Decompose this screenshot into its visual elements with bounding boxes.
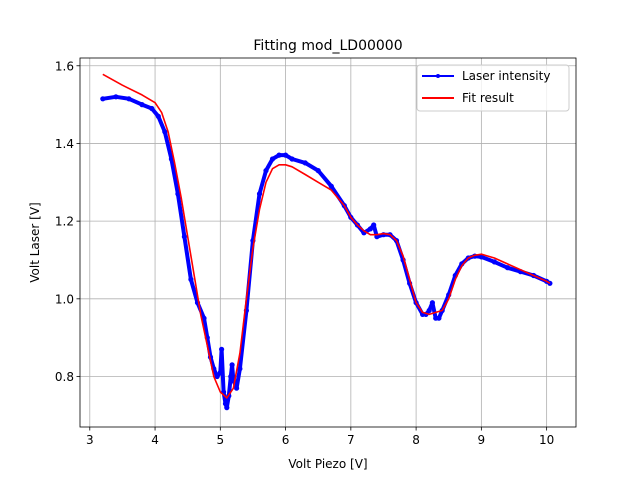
legend-box — [416, 64, 570, 112]
x-tick-label: 4 — [151, 433, 159, 447]
data-point-laser-intensity — [162, 129, 168, 135]
data-point-laser-intensity — [175, 191, 181, 197]
series-layer — [100, 73, 553, 411]
data-point-laser-intensity — [237, 366, 243, 372]
data-point-laser-intensity — [256, 191, 263, 197]
data-point-laser-intensity — [155, 113, 161, 119]
data-point-laser-intensity — [371, 222, 377, 228]
chart-title: Fitting mod_LD00000 — [253, 38, 402, 54]
data-point-laser-intensity — [217, 370, 223, 376]
series-line-fit-result — [102, 73, 551, 399]
data-point-laser-intensity — [126, 96, 132, 102]
y-axis-label: Volt Laser [V] — [28, 202, 42, 282]
y-tick-label: 0.8 — [55, 370, 74, 384]
data-point-laser-intensity — [276, 152, 282, 158]
data-point-laser-intensity — [263, 168, 269, 174]
data-point-laser-intensity — [289, 156, 295, 162]
plot-area-frame — [79, 57, 577, 428]
x-tick-label: 9 — [478, 433, 486, 447]
data-point-laser-intensity — [491, 259, 497, 265]
data-point-laser-intensity — [229, 362, 235, 368]
data-point-laser-intensity — [283, 152, 289, 158]
legend-label-laser-intensity: Laser intensity — [462, 69, 550, 83]
data-point-laser-intensity — [224, 405, 230, 411]
x-tick-label: 3 — [86, 433, 94, 447]
data-point-laser-intensity — [328, 183, 334, 189]
data-point-laser-intensity — [188, 276, 194, 282]
x-tick-label: 8 — [412, 433, 420, 447]
data-point-laser-intensity — [504, 265, 511, 271]
grid — [80, 58, 576, 427]
data-point-laser-intensity — [139, 102, 145, 108]
data-point-laser-intensity — [214, 373, 220, 380]
axis-ticks: 3 4 5 6 7 8 9 10 0.8 1.0 1.2 1.4 1.6 — [55, 59, 554, 447]
data-point-laser-intensity — [222, 401, 229, 407]
y-tick-label: 1.4 — [55, 137, 74, 151]
data-point-laser-intensity — [201, 315, 207, 321]
data-point-laser-intensity — [436, 315, 442, 321]
data-point-laser-intensity — [426, 307, 432, 314]
data-point-laser-intensity — [315, 168, 321, 174]
legend-marker-laser-intensity — [436, 74, 440, 78]
x-tick-label: 6 — [282, 433, 290, 447]
data-point-laser-intensity — [302, 160, 308, 166]
data-point-laser-intensity — [113, 94, 119, 100]
data-point-laser-intensity — [100, 96, 106, 102]
data-point-laser-intensity — [149, 105, 155, 112]
x-tick-label: 7 — [347, 433, 355, 447]
x-axis-label: Volt Piezo [V] — [288, 457, 367, 471]
y-tick-label: 1.6 — [55, 59, 74, 73]
data-point-laser-intensity — [219, 346, 225, 352]
y-tick-label: 1.0 — [55, 292, 74, 306]
data-point-laser-intensity — [228, 373, 234, 380]
x-tick-label: 10 — [539, 433, 554, 447]
data-point-laser-intensity — [478, 254, 484, 260]
x-tick-label: 5 — [216, 433, 224, 447]
legend: Laser intensity Fit result — [416, 64, 570, 112]
data-point-laser-intensity — [234, 385, 240, 391]
data-point-laser-intensity — [181, 234, 187, 240]
data-point-laser-intensity — [429, 300, 435, 306]
data-point-laser-intensity — [367, 226, 373, 232]
legend-label-fit-result: Fit result — [462, 91, 514, 105]
y-tick-label: 1.2 — [55, 215, 74, 229]
data-point-laser-intensity — [269, 156, 276, 162]
